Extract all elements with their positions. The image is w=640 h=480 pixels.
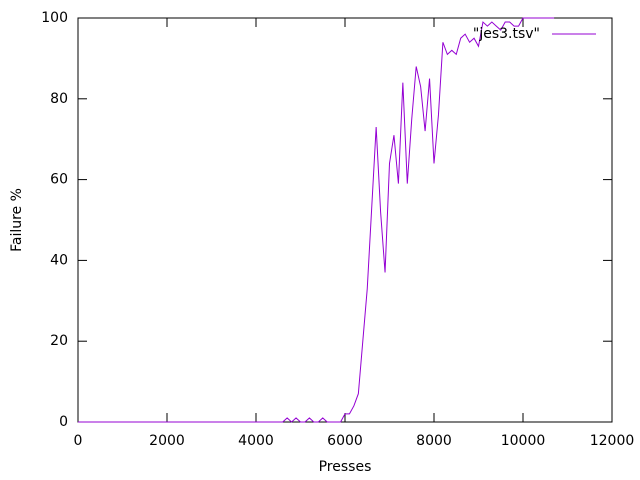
data-line: [78, 17, 555, 423]
y-tick-label: 40: [50, 252, 68, 268]
x-tick-label: 4000: [238, 433, 274, 449]
y-tick-label: 80: [50, 91, 68, 107]
y-tick-label: 20: [50, 333, 68, 349]
y-tick-label: 60: [50, 172, 68, 188]
x-tick-label: 10000: [501, 433, 546, 449]
y-tick-label: 0: [59, 414, 68, 430]
legend-label: "jes3.tsv": [473, 26, 540, 42]
x-tick-label: 6000: [327, 433, 363, 449]
x-tick-label: 0: [74, 433, 83, 449]
x-tick-label: 12000: [590, 433, 635, 449]
y-axis-label: Failure %: [9, 188, 25, 252]
x-tick-label: 2000: [149, 433, 185, 449]
x-tick-label: 8000: [416, 433, 452, 449]
x-axis-label: Presses: [319, 459, 372, 475]
y-tick-label: 100: [41, 10, 68, 26]
plot-frame: [77, 17, 613, 423]
